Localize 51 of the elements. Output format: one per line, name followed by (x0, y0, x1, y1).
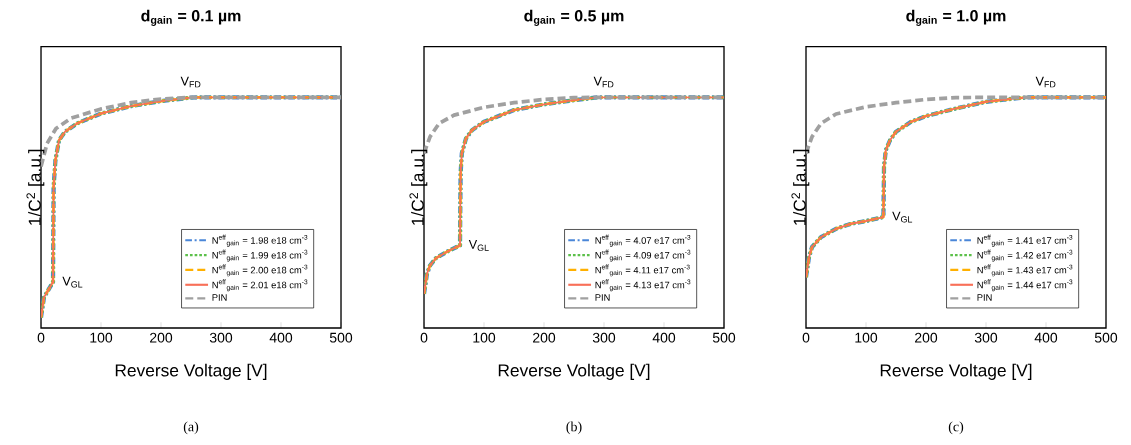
x-tick-label: 0 (420, 332, 428, 343)
x-tick-label: 500 (1094, 332, 1118, 343)
chart-title: d$_{gain}$ = 0.5 µm (524, 9, 624, 26)
x-tick-label: 400 (1034, 332, 1058, 343)
chart-title: d$_{gain}$ = 0.1 µm (141, 9, 241, 26)
text: (c) (948, 421, 964, 435)
x-tick-label: 300 (974, 332, 998, 343)
legend-label: N$^{eff}$$_{gain}$ = 4.11 e17 cm$^{-3}$ (595, 264, 690, 277)
chart-title: d$_{gain}$ = 1.0 µm (906, 9, 1006, 26)
legend-label: PIN (977, 294, 992, 301)
text: (a) (183, 421, 199, 435)
annotation: V$_{FD}$ (180, 76, 201, 88)
x-tick-label: 500 (329, 332, 353, 343)
legend-label: N$^{eff}$$_{gain}$ = 1.98 e18 cm$^{-3}$ (212, 234, 308, 247)
x-tick-label: 300 (592, 332, 616, 343)
x-tick-label: 300 (209, 332, 233, 343)
annotation: V$_{GL}$ (892, 211, 913, 223)
x-tick-label: 400 (269, 332, 293, 343)
x-tick-label: 100 (90, 332, 113, 343)
x-axis-title: Reverse Voltage [V] (115, 363, 267, 380)
x-tick-label: 0 (37, 332, 45, 343)
x-tick-label: 100 (473, 332, 496, 343)
annotation: V$_{GL}$ (62, 276, 83, 288)
text: (b) (566, 421, 582, 435)
annotation: V$_{FD}$ (593, 76, 614, 88)
x-tick-label: 0 (802, 332, 810, 343)
x-tick-label: 100 (855, 332, 878, 343)
x-tick-label: 200 (533, 332, 556, 343)
x-tick-label: 200 (150, 332, 173, 343)
y-axis-title: 1/C$^{2}$ [a.u.] (409, 149, 428, 225)
legend-label: N$^{eff}$$_{gain}$ = 1.41 e17 cm$^{-3}$ (977, 234, 1073, 247)
x-axis-title: Reverse Voltage [V] (498, 363, 650, 380)
y-axis-title: 1/C$^{2}$ [a.u.] (791, 149, 810, 225)
legend-label: N$^{eff}$$_{gain}$ = 4.09 e17 cm$^{-3}$ (595, 249, 691, 262)
x-tick-label: 500 (712, 332, 736, 343)
x-tick-label: 200 (915, 332, 938, 343)
legend-label: N$^{eff}$$_{gain}$ = 1.43 e17 cm$^{-3}$ (977, 264, 1073, 277)
x-tick-label: 400 (652, 332, 676, 343)
legend-label: PIN (212, 294, 227, 301)
legend-label: N$^{eff}$$_{gain}$ = 1.99 e18 cm$^{-3}$ (212, 249, 308, 262)
legend-label: N$^{eff}$$_{gain}$ = 4.13 e17 cm$^{-3}$ (595, 279, 691, 292)
legend-label: N$^{eff}$$_{gain}$ = 1.42 e17 cm$^{-3}$ (977, 249, 1073, 262)
x-axis-title: Reverse Voltage [V] (880, 363, 1032, 380)
legend-label: N$^{eff}$$_{gain}$ = 1.44 e17 cm$^{-3}$ (977, 279, 1073, 292)
legend-label: N$^{eff}$$_{gain}$ = 4.07 e17 cm$^{-3}$ (595, 234, 691, 247)
legend-label: N$^{eff}$$_{gain}$ = 2.01 e18 cm$^{-3}$ (212, 279, 308, 292)
annotation: V$_{GL}$ (468, 240, 489, 251)
y-axis-title: 1/C$^{2}$ [a.u.] (26, 149, 45, 225)
annotation: V$_{FD}$ (1035, 76, 1056, 88)
legend-label: PIN (595, 294, 610, 301)
legend-label: N$^{eff}$$_{gain}$ = 2.00 e18 cm$^{-3}$ (212, 264, 308, 277)
